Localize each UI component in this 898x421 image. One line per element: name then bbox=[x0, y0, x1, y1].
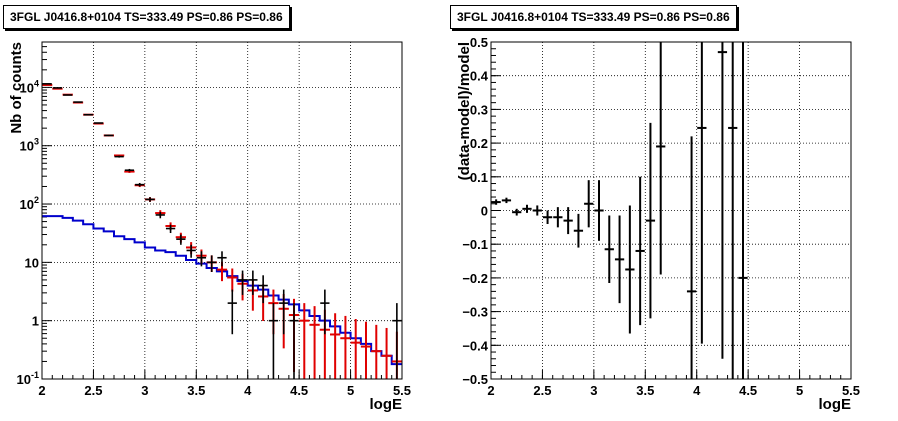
x-tick-label: 2.5 bbox=[533, 383, 551, 398]
x-tick-label: 4 bbox=[244, 383, 252, 398]
y-tick-label: 0.1 bbox=[470, 170, 488, 185]
plot-frame bbox=[41, 41, 403, 380]
y-tick-label: 0.2 bbox=[470, 136, 488, 151]
y-tick-label: −0.4 bbox=[462, 338, 488, 353]
x-axis-label: logE bbox=[370, 396, 403, 413]
x-tick-label: 2 bbox=[487, 383, 494, 398]
y-tick-label: 103 bbox=[20, 137, 39, 154]
x-tick-label: 4.5 bbox=[290, 383, 308, 398]
y-tick-label: 104 bbox=[20, 78, 39, 95]
x-tick-label: 5 bbox=[796, 383, 803, 398]
y-tick-label: −0.3 bbox=[462, 305, 488, 320]
x-tick-label: 5 bbox=[347, 383, 354, 398]
y-tick-label: −0.5 bbox=[462, 372, 488, 387]
x-tick-label: 4.5 bbox=[739, 383, 757, 398]
x-tick-label: 4 bbox=[693, 383, 701, 398]
y-axis-label: Nb of counts bbox=[8, 42, 25, 134]
chart-title-left: 3FGL J0416.8+0104 TS=333.49 PS=0.86 PS=0… bbox=[3, 5, 290, 29]
chart-title-right: 3FGL J0416.8+0104 TS=333.49 PS=0.86 PS=0… bbox=[450, 5, 737, 29]
x-tick-label: 2.5 bbox=[84, 383, 102, 398]
y-tick-label: 10-1 bbox=[17, 370, 39, 387]
y-tick-label: 10 bbox=[25, 255, 39, 270]
residuals-panel: 2 2.5 3 3.5 4 4.5 5 5.5 0.5 0.4 0.3 0.2 0.1 0 −0.1 −0.2… bbox=[456, 35, 860, 413]
y-tick-label: 0 bbox=[481, 204, 488, 219]
y-tick-label: 0.3 bbox=[470, 102, 488, 117]
x-tick-label: 5.5 bbox=[842, 383, 860, 398]
y-tick-label: 1 bbox=[32, 314, 39, 329]
x-tick-label: 2 bbox=[38, 383, 45, 398]
y-tick-label: −0.2 bbox=[462, 271, 488, 286]
y-tick-label: 0.4 bbox=[470, 69, 489, 84]
x-tick-label: 3 bbox=[590, 383, 597, 398]
y-tick-label: 0.5 bbox=[470, 35, 488, 50]
x-tick-label: 3.5 bbox=[187, 383, 205, 398]
x-axis-label: logE bbox=[819, 396, 852, 413]
x-tick-label: 3.5 bbox=[636, 383, 654, 398]
y-axis-label: (data-model)/model bbox=[456, 42, 473, 180]
x-tick-label: 5.5 bbox=[393, 383, 411, 398]
x-tick-label: 3 bbox=[141, 383, 148, 398]
model-histogram-series bbox=[42, 215, 402, 366]
plot-frame bbox=[490, 41, 852, 380]
y-tick-label: −0.1 bbox=[462, 237, 488, 252]
y-tick-label: 102 bbox=[20, 195, 39, 212]
